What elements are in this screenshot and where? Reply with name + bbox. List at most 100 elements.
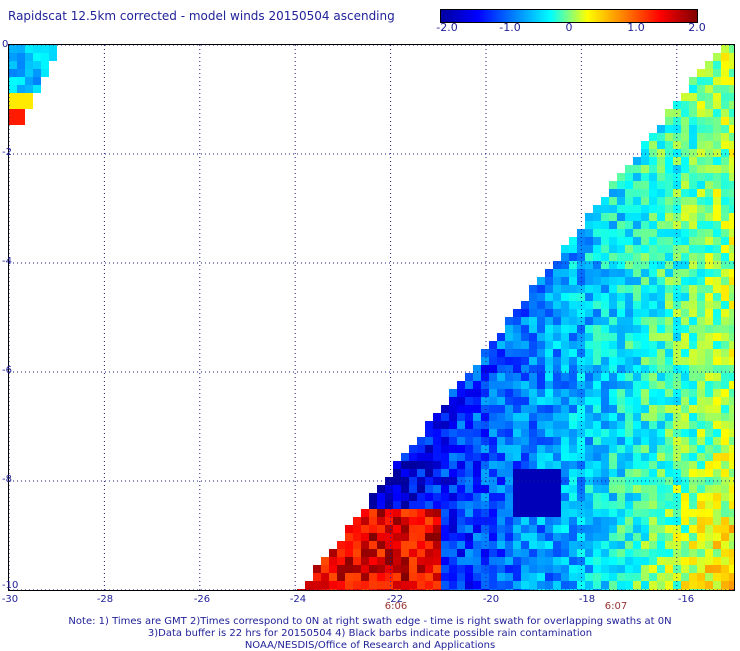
wind-cell <box>729 277 734 285</box>
wind-cell <box>617 517 625 525</box>
wind-cell <box>649 429 657 437</box>
wind-cell <box>697 221 705 229</box>
wind-cell <box>689 269 697 277</box>
wind-cell <box>665 173 673 181</box>
wind-cell <box>689 237 697 245</box>
wind-cell <box>665 469 673 477</box>
wind-cell <box>689 85 697 93</box>
wind-cell <box>537 485 545 493</box>
wind-cell <box>513 381 521 389</box>
wind-cell <box>697 109 705 117</box>
wind-cell <box>561 317 569 325</box>
wind-cell <box>609 437 617 445</box>
wind-cell <box>601 573 609 581</box>
wind-cell <box>529 309 537 317</box>
wind-cell <box>449 565 457 573</box>
wind-cell <box>721 229 729 237</box>
wind-cell <box>489 421 497 429</box>
wind-cell <box>473 469 481 477</box>
wind-cell <box>721 405 729 413</box>
wind-cell <box>689 117 697 125</box>
wind-cell <box>497 493 505 501</box>
wind-cell <box>697 237 705 245</box>
wind-cell <box>689 205 697 213</box>
wind-cell <box>537 437 545 445</box>
wind-cell <box>625 501 633 509</box>
wind-cell <box>697 229 705 237</box>
wind-cell <box>729 253 734 261</box>
wind-cell <box>649 365 657 373</box>
wind-cell <box>585 493 593 501</box>
wind-cell <box>625 485 633 493</box>
wind-cell <box>529 445 537 453</box>
wind-cell <box>721 149 729 157</box>
wind-cell <box>601 525 609 533</box>
wind-cell <box>665 181 673 189</box>
wind-cell <box>617 189 625 197</box>
wind-cell <box>537 501 545 509</box>
wind-cell <box>657 453 665 461</box>
wind-cell <box>505 429 513 437</box>
wind-cell <box>601 309 609 317</box>
wind-cell <box>729 493 734 501</box>
wind-cell <box>617 269 625 277</box>
wind-cell <box>465 509 473 517</box>
wind-cell <box>681 493 689 501</box>
wind-cell <box>665 245 673 253</box>
wind-cell <box>9 85 17 93</box>
wind-cell <box>329 573 337 581</box>
wind-cell <box>633 341 641 349</box>
wind-cell <box>441 405 449 413</box>
wind-cell <box>641 349 649 357</box>
wind-cell <box>417 549 425 557</box>
wind-cell <box>345 581 353 589</box>
wind-cell <box>641 213 649 221</box>
wind-cell <box>585 293 593 301</box>
wind-cell <box>641 165 649 173</box>
wind-cell <box>713 381 721 389</box>
wind-cell <box>689 397 697 405</box>
lon-tick-label: -24 <box>289 594 307 605</box>
wind-cell <box>345 541 353 549</box>
wind-cell <box>721 485 729 493</box>
wind-cell <box>617 221 625 229</box>
wind-cell <box>593 541 601 549</box>
wind-cell <box>465 421 473 429</box>
wind-cell <box>337 557 345 565</box>
wind-cell <box>609 269 617 277</box>
wind-cell <box>497 525 505 533</box>
wind-cell <box>665 445 673 453</box>
wind-cell <box>505 517 513 525</box>
wind-cell <box>409 549 417 557</box>
wind-cell <box>657 421 665 429</box>
wind-cell <box>41 45 49 53</box>
wind-cell <box>569 549 577 557</box>
wind-cell <box>649 325 657 333</box>
wind-cell <box>665 437 673 445</box>
wind-cell <box>529 485 537 493</box>
wind-cell <box>489 509 497 517</box>
wind-cell <box>473 485 481 493</box>
wind-cell <box>481 397 489 405</box>
wind-cell <box>465 549 473 557</box>
wind-cell <box>561 413 569 421</box>
wind-cell <box>529 389 537 397</box>
wind-cell <box>697 85 705 93</box>
wind-cell <box>601 365 609 373</box>
wind-cell <box>377 557 385 565</box>
wind-cell <box>649 317 657 325</box>
wind-cell <box>449 413 457 421</box>
wind-cell <box>585 381 593 389</box>
wind-cell <box>17 85 25 93</box>
wind-cell <box>497 381 505 389</box>
wind-cell <box>505 405 513 413</box>
wind-cell <box>689 245 697 253</box>
wind-difference-field <box>9 45 734 590</box>
wind-cell <box>473 461 481 469</box>
wind-cell <box>417 509 425 517</box>
wind-cell <box>385 533 393 541</box>
wind-cell <box>585 397 593 405</box>
wind-cell <box>657 245 665 253</box>
wind-cell <box>601 221 609 229</box>
wind-cell <box>689 365 697 373</box>
